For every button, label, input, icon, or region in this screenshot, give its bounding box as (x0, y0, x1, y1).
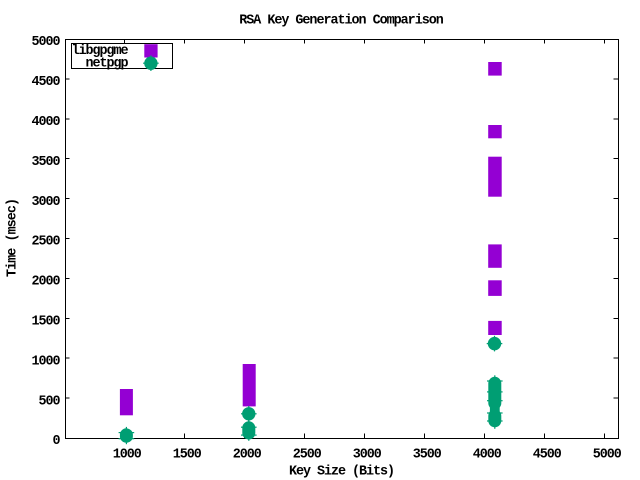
svg-text:2000: 2000 (233, 447, 262, 462)
svg-text:0: 0 (53, 434, 61, 449)
svg-text:3500: 3500 (413, 447, 442, 462)
svg-text:2500: 2500 (293, 447, 322, 462)
svg-text:3500: 3500 (32, 155, 61, 170)
svg-text:4500: 4500 (32, 75, 61, 90)
svg-text:1500: 1500 (32, 315, 61, 330)
svg-text:4500: 4500 (533, 447, 562, 462)
svg-text:5000: 5000 (32, 35, 61, 50)
svg-text:1000: 1000 (113, 447, 142, 462)
svg-text:4000: 4000 (473, 447, 502, 462)
svg-text:RSA Key Generation Comparison: RSA Key Generation Comparison (239, 14, 444, 29)
svg-text:libgpgme: libgpgme (72, 44, 129, 59)
svg-text:2500: 2500 (32, 235, 61, 250)
svg-text:5000: 5000 (593, 447, 622, 462)
svg-text:2000: 2000 (32, 275, 61, 290)
svg-text:Key Size (Bits): Key Size (Bits) (289, 464, 394, 479)
svg-text:3000: 3000 (353, 447, 382, 462)
svg-text:3000: 3000 (32, 195, 61, 210)
svg-text:1500: 1500 (173, 447, 202, 462)
svg-text:4000: 4000 (32, 115, 61, 130)
svg-text:500: 500 (39, 394, 61, 409)
svg-text:netpgp: netpgp (86, 57, 129, 72)
svg-text:Time (msec): Time (msec) (6, 199, 21, 277)
svg-text:1000: 1000 (32, 354, 61, 369)
